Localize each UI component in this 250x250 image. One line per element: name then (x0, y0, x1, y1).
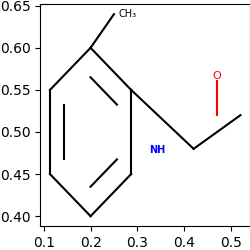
Text: CH₃: CH₃ (119, 9, 137, 19)
Text: NH: NH (150, 144, 166, 154)
Text: O: O (213, 72, 222, 82)
